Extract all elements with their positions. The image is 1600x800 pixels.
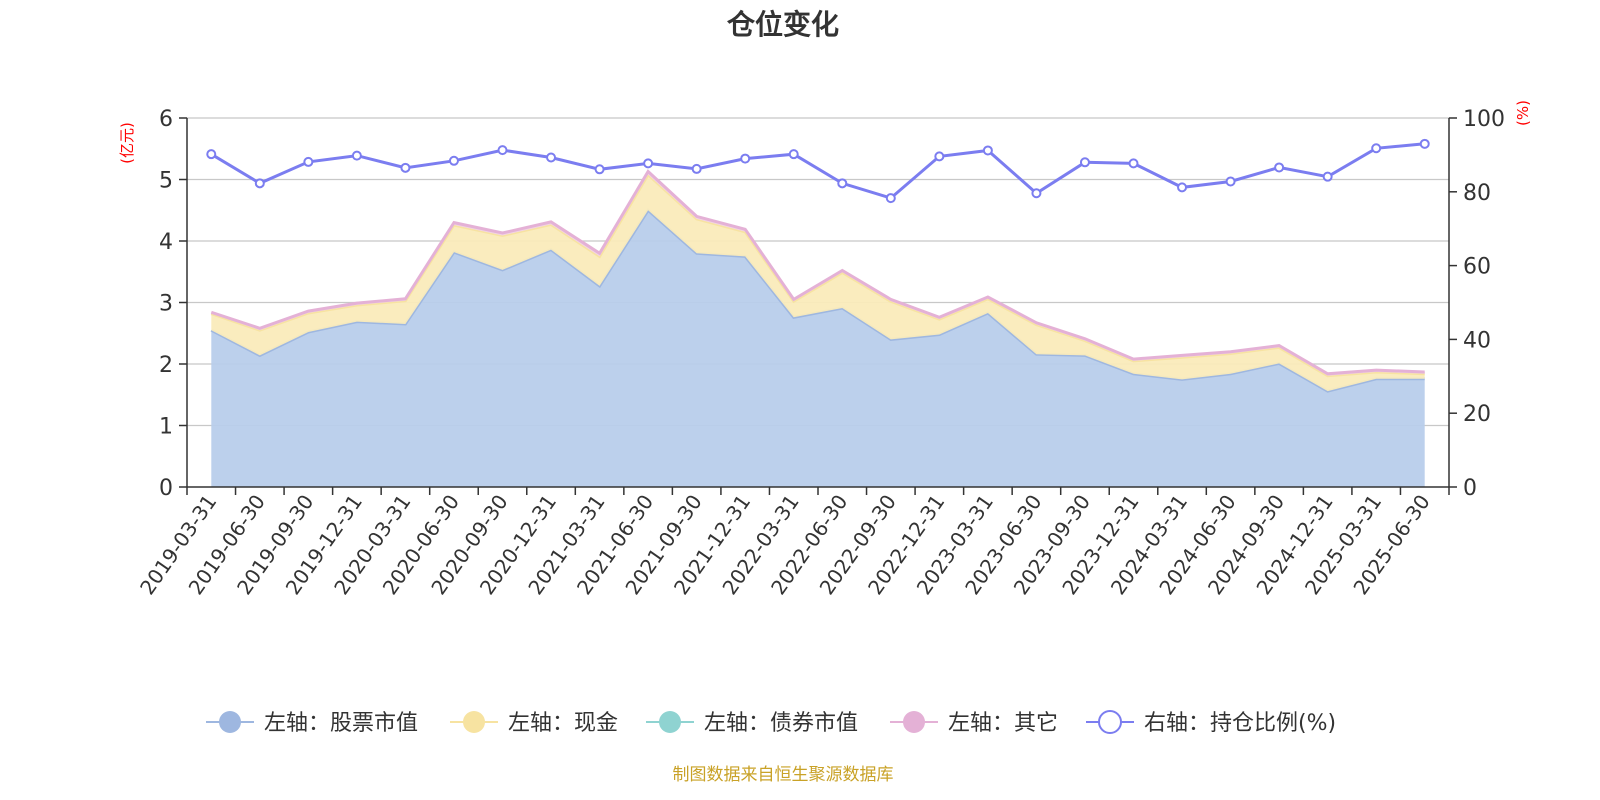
ratio-point (546, 152, 557, 163)
area-series-0 (211, 210, 1425, 488)
left-axis-tick-label: 2 (159, 353, 173, 378)
ratio-point (448, 155, 459, 166)
legend-marker (463, 711, 485, 733)
ratio-point (400, 162, 411, 173)
ratio-point (1031, 188, 1042, 199)
legend-label: 左轴：债券市值 (704, 711, 858, 736)
left-axis-tick-label: 4 (159, 230, 173, 255)
right-axis-tick-label: 100 (1463, 107, 1505, 132)
ratio-point (594, 164, 605, 175)
position-change-chart: 仓位变化 01234560204060801002019-03-312019-0… (118, 8, 1532, 785)
ratio-point (254, 178, 265, 189)
left-axis-unit: (亿元) (118, 122, 136, 164)
left-axis-tick-label: 0 (159, 476, 173, 501)
ratio-point (1419, 138, 1430, 149)
ratio-line (210, 142, 1425, 200)
legend-marker (659, 711, 681, 733)
area-series-edge-3 (210, 169, 1425, 376)
ratio-point (837, 178, 848, 189)
right-axis-tick-label: 0 (1463, 476, 1477, 501)
ratio-point (643, 158, 654, 169)
ratio-point (788, 149, 799, 160)
legend[interactable]: 左轴：股票市值 左轴：现金 左轴：债券市值 左轴：其它 右轴：持仓比例(%) (206, 710, 1336, 736)
legend-label: 左轴：股票市值 (264, 711, 418, 736)
legend-label: 左轴：其它 (948, 711, 1058, 736)
ratio-point (351, 150, 362, 161)
ratio-point (885, 193, 896, 204)
ratio-point (206, 149, 217, 160)
right-axis-unit: (%) (1514, 100, 1532, 126)
chart-title: 仓位变化 (727, 8, 839, 41)
ratio-point (1079, 157, 1090, 168)
left-axis-tick-label: 5 (159, 169, 173, 194)
ratio-point (1274, 162, 1285, 173)
ratio-point (497, 145, 508, 156)
ratio-point (1322, 171, 1333, 182)
legend-marker (219, 711, 241, 733)
left-axis-tick-label: 3 (159, 292, 173, 317)
stacked-areas (210, 169, 1425, 488)
ratio-point (982, 145, 993, 156)
ratio-point (1128, 158, 1139, 169)
left-axis-tick-label: 6 (159, 107, 173, 132)
legend-marker (1098, 710, 1122, 734)
ratio-point (1371, 143, 1382, 154)
ratio-point (1177, 182, 1188, 193)
legend-label: 右轴：持仓比例(%) (1144, 711, 1336, 736)
right-axis-tick-label: 20 (1463, 402, 1491, 427)
area-series-1 (211, 174, 1425, 392)
ratio-point (691, 163, 702, 174)
ratio-point (303, 156, 314, 167)
ratio-line-series (206, 138, 1430, 204)
legend-item-0[interactable]: 左轴：股票市值 (206, 711, 418, 736)
legend-item-2[interactable]: 左轴：债券市值 (646, 711, 858, 736)
left-axis-tick-label: 1 (159, 415, 173, 440)
legend-marker (903, 711, 925, 733)
ratio-point (1225, 176, 1236, 187)
legend-item-1[interactable]: 左轴：现金 (450, 711, 618, 736)
right-axis-tick-label: 40 (1463, 328, 1491, 353)
ratio-point (740, 153, 751, 164)
legend-item-4[interactable]: 右轴：持仓比例(%) (1086, 710, 1336, 736)
data-source-note: 制图数据来自恒生聚源数据库 (673, 765, 894, 785)
legend-item-3[interactable]: 左轴：其它 (890, 711, 1058, 736)
legend-label: 左轴：现金 (508, 711, 618, 736)
right-axis-tick-label: 80 (1463, 181, 1491, 206)
right-axis-tick-label: 60 (1463, 255, 1491, 280)
ratio-point (934, 151, 945, 162)
